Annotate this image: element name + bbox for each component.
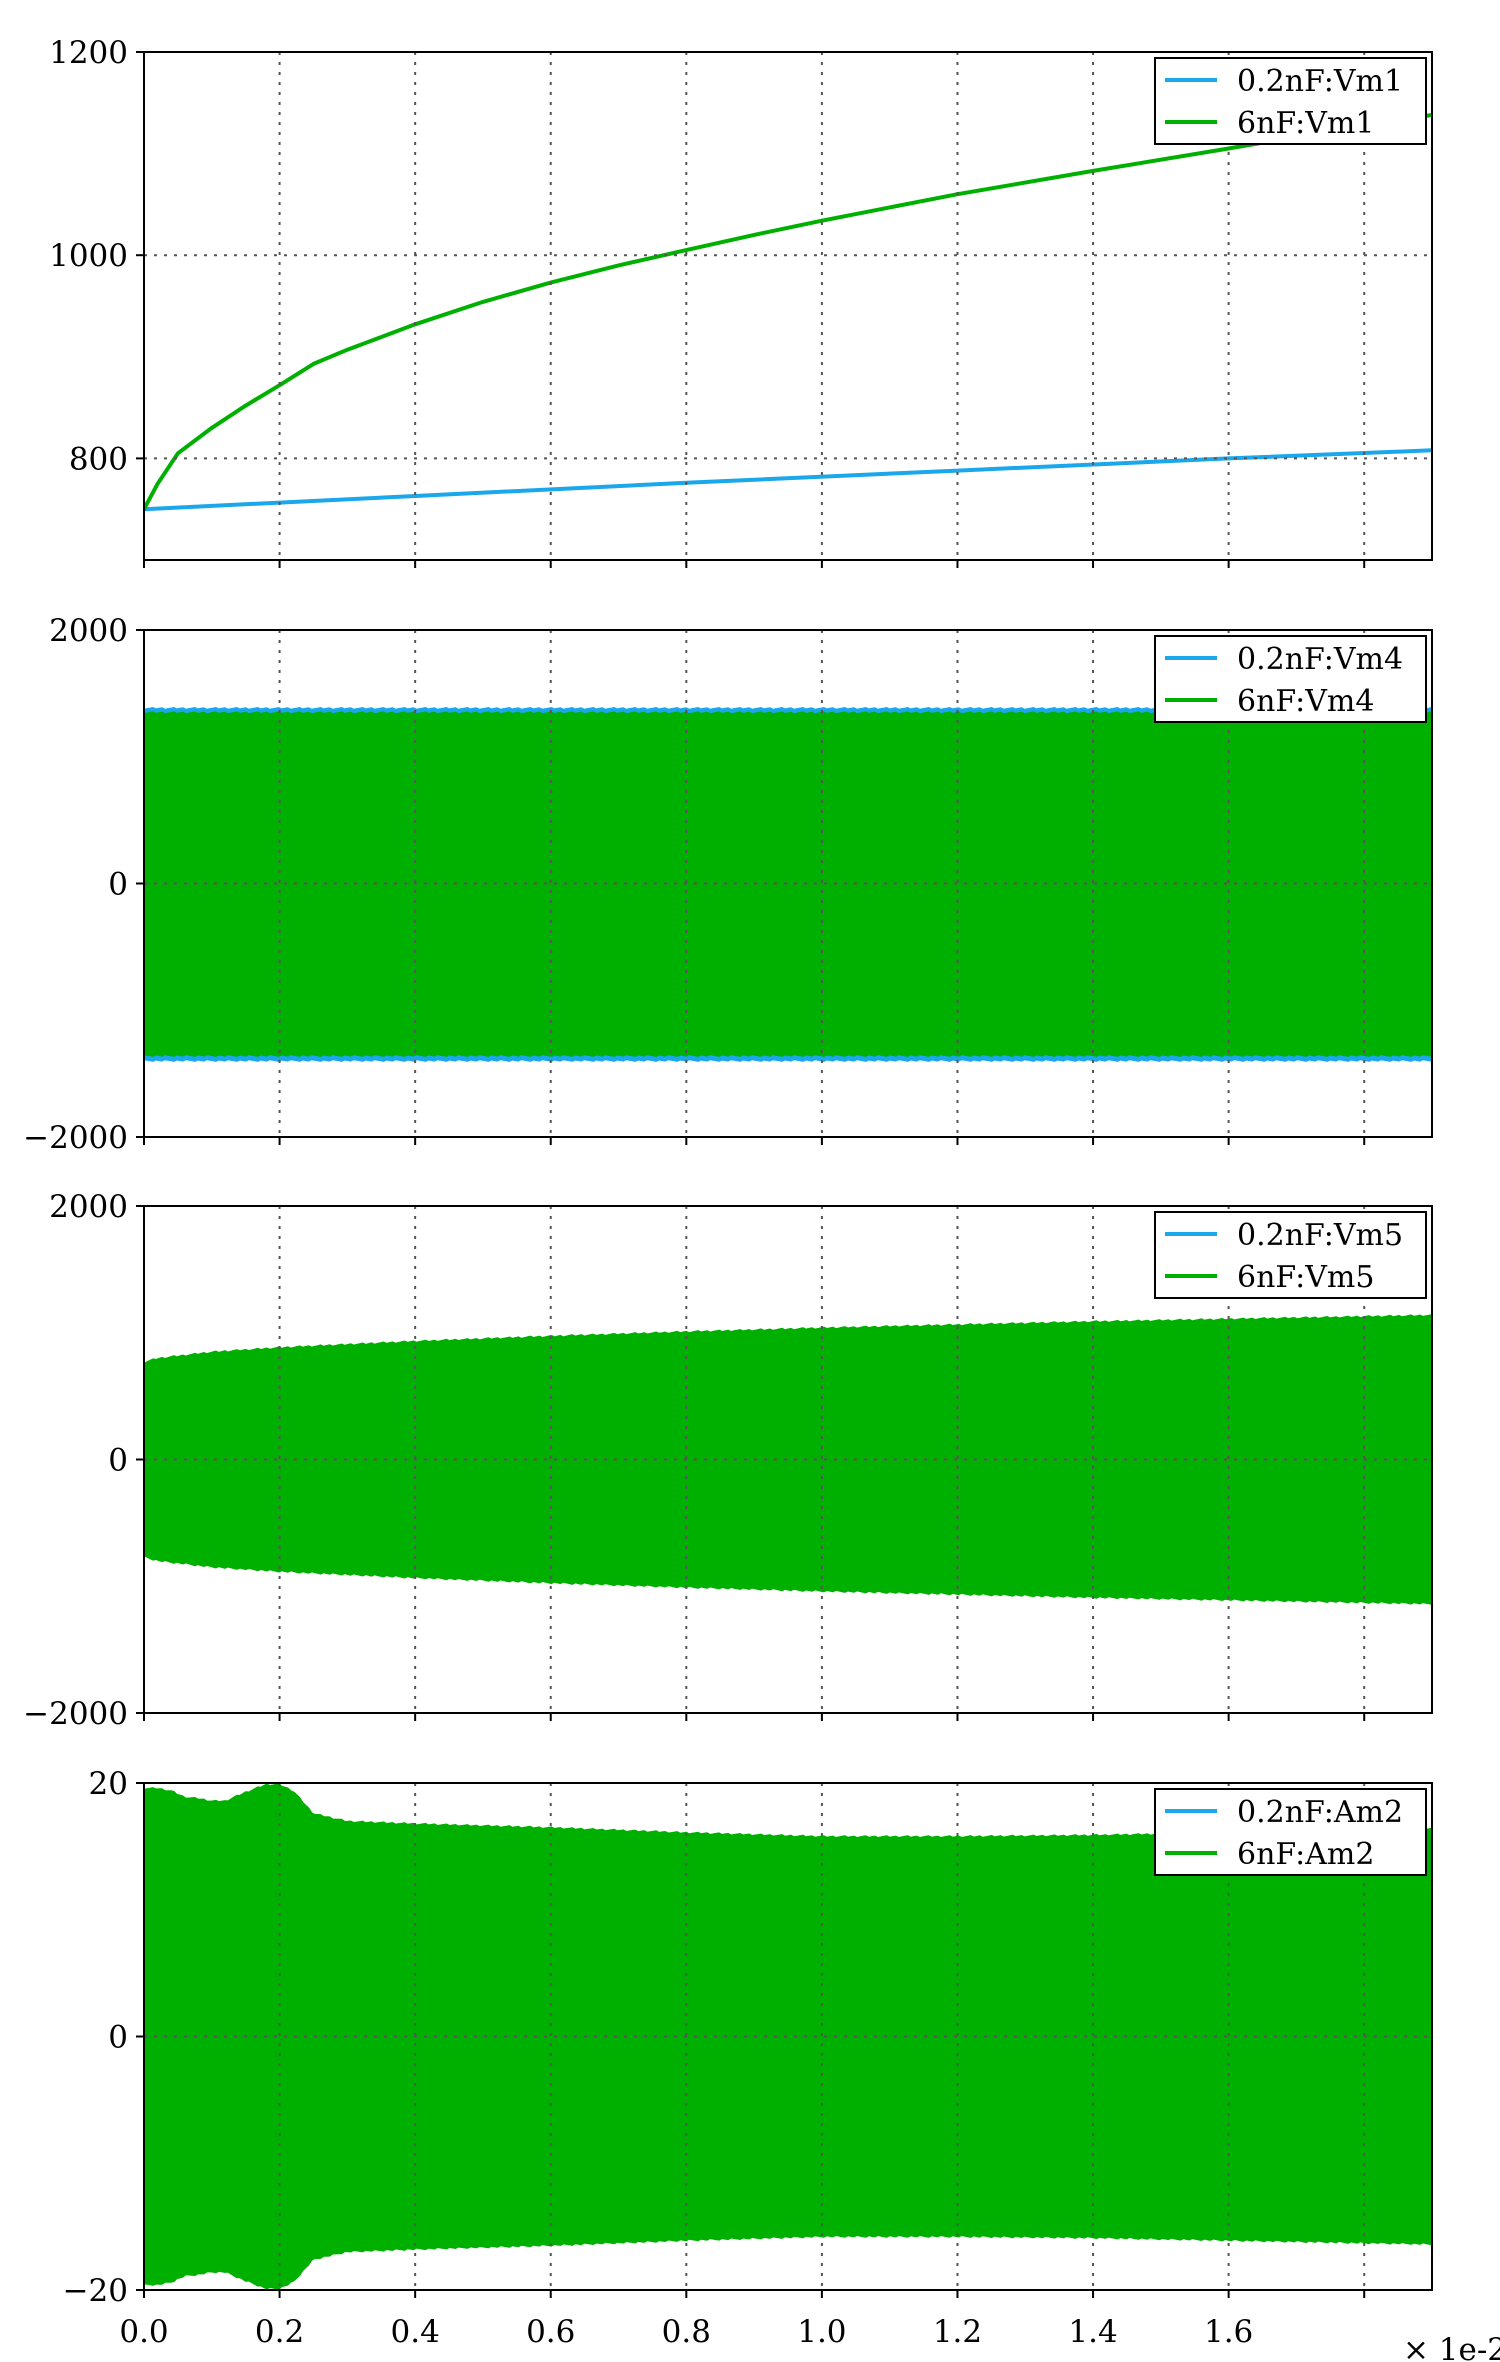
series-band-2	[144, 1313, 1432, 1606]
chart-panel-3: −2000 0 2000 0.2nF:Vm5 6nF:Vm5	[23, 1189, 1433, 1732]
legend: 0.2nF:Vm1 6nF:Vm1	[1154, 57, 1427, 145]
chart-panel-1: 800 1000 1200 0.2nF:Vm1 6nF:Vm1	[49, 35, 1433, 568]
legend-box	[1154, 57, 1427, 145]
legend-label: 0.2nF:Vm1	[1237, 64, 1403, 99]
x-tick-label: 0.8	[662, 2314, 711, 2350]
legend-box	[1154, 1211, 1427, 1299]
plot-area	[144, 1783, 1432, 2290]
y-tick-label: −2000	[23, 1696, 128, 1732]
plot-area	[144, 113, 1432, 512]
legend-box	[1154, 635, 1427, 723]
series-band-2	[144, 1783, 1432, 2290]
series-line-1	[144, 448, 1432, 512]
legend: 0.2nF:Am2 6nF:Am2	[1154, 1788, 1427, 1876]
y-tick-label: 2000	[49, 1189, 128, 1225]
y-tick-label: 0	[108, 867, 128, 903]
y-tick-label: 0	[108, 2020, 128, 2056]
chart-panel-4: −20 0 20 0.0 0.2 0.4 0.6 0.8 1.0 1.2 1.4 1.6 0.2nF:A…	[63, 1766, 1433, 2350]
legend: 0.2nF:Vm5 6nF:Vm5	[1154, 1211, 1427, 1299]
y-tick-label: 1000	[49, 238, 128, 274]
legend: 0.2nF:Vm4 6nF:Vm4	[1154, 635, 1427, 723]
y-tick-label: 800	[69, 441, 128, 477]
axes-frame	[143, 51, 1433, 561]
series-line-2	[144, 113, 1432, 512]
x-tick-label: 1.4	[1068, 2314, 1117, 2350]
y-tick-label: 20	[89, 1766, 128, 1802]
legend-box	[1154, 1788, 1427, 1876]
x-axis-scale-label: × 1e-2	[1403, 2332, 1500, 2362]
plot-area	[144, 706, 1432, 1062]
x-tick-label: 1.0	[797, 2314, 846, 2350]
x-tick-label: 0.4	[391, 2314, 440, 2350]
legend-label: 0.2nF:Vm5	[1237, 1218, 1403, 1253]
legend-label: 0.2nF:Vm4	[1237, 642, 1403, 677]
plot-area	[144, 1313, 1432, 1606]
y-tick-label: −2000	[23, 1120, 128, 1156]
legend-label: 6nF:Vm4	[1237, 684, 1374, 719]
y-tick-label: 0	[108, 1443, 128, 1479]
y-tick-label: 2000	[49, 613, 128, 649]
chart-panel-2: −2000 0 2000 0.2nF:Vm4 6nF:Vm4	[23, 613, 1433, 1156]
x-tick-label: 0.2	[255, 2314, 304, 2350]
x-tick-label: 1.6	[1204, 2314, 1253, 2350]
legend-label: 6nF:Am2	[1237, 1837, 1374, 1872]
y-tick-label: −20	[63, 2273, 128, 2309]
x-tick-label: 0.6	[526, 2314, 575, 2350]
y-tick-label: 1200	[49, 35, 128, 71]
x-tick-label: 1.2	[933, 2314, 982, 2350]
series-band-2	[144, 711, 1432, 1057]
legend-label: 6nF:Vm5	[1237, 1260, 1374, 1295]
legend-label: 6nF:Vm1	[1237, 106, 1374, 141]
legend-label: 0.2nF:Am2	[1237, 1795, 1403, 1830]
x-tick-label: 0.0	[119, 2314, 168, 2350]
